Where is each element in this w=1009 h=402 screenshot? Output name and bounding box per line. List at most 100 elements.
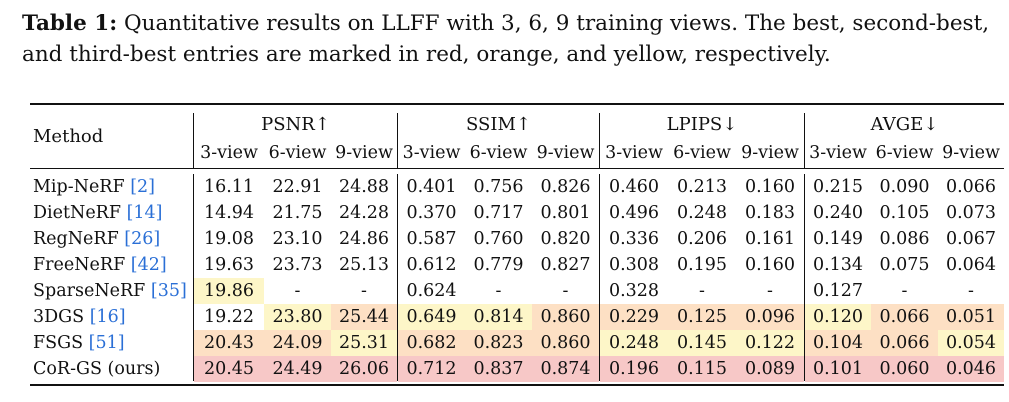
table-cell: 0.717 bbox=[473, 203, 524, 223]
top-rule bbox=[30, 103, 1004, 105]
table-cell: 19.22 bbox=[203, 307, 255, 327]
table-cell: 0.460 bbox=[608, 177, 660, 197]
table-cell: 0.215 bbox=[812, 177, 864, 197]
view-column-header: 6-view bbox=[673, 143, 731, 163]
table-cell: 22.91 bbox=[272, 177, 323, 197]
citation-link[interactable]: [35] bbox=[150, 281, 187, 301]
table-cell: 0.229 bbox=[600, 304, 668, 330]
table-cell: 0.089 bbox=[736, 356, 804, 382]
table-cell: 0.712 bbox=[398, 356, 465, 382]
table-cell: 0.649 bbox=[398, 304, 465, 330]
column-divider bbox=[804, 174, 805, 381]
table-cell: 0.066 bbox=[945, 177, 997, 197]
citation-link[interactable]: [26] bbox=[124, 229, 161, 249]
table-cell: 0.096 bbox=[736, 304, 804, 330]
table-cell: 0.756 bbox=[473, 177, 524, 197]
table-cell: 0.122 bbox=[736, 330, 804, 356]
method-name: RegNeRF [26] bbox=[33, 226, 160, 252]
method-label: FreeNeRF bbox=[33, 255, 131, 275]
table-cell: 23.73 bbox=[272, 255, 323, 275]
table-cell: 24.88 bbox=[338, 177, 390, 197]
table-cell: 0.624 bbox=[406, 281, 457, 301]
metric-group-header: PSNR↑ bbox=[261, 114, 330, 135]
view-column-header: 3-view bbox=[402, 143, 461, 163]
table-cell: 0.874 bbox=[532, 356, 599, 382]
table-cell: 0.051 bbox=[938, 304, 1004, 330]
table-cell: 16.11 bbox=[203, 177, 255, 197]
column-divider bbox=[193, 174, 194, 381]
table-cell: 0.860 bbox=[532, 330, 599, 356]
table-cell: 0.067 bbox=[945, 229, 997, 249]
metric-group-header: SSIM↑ bbox=[466, 114, 531, 135]
table-cell: 24.09 bbox=[264, 330, 331, 356]
citation-link[interactable]: [42] bbox=[130, 255, 167, 275]
table-cell: 0.125 bbox=[668, 304, 736, 330]
table-cell: 0.336 bbox=[608, 229, 660, 249]
table-cell: 0.160 bbox=[744, 255, 796, 275]
table-cell: 0.046 bbox=[938, 356, 1004, 382]
method-label: DietNeRF bbox=[33, 203, 127, 223]
table-cell: 0.837 bbox=[465, 356, 532, 382]
table-cell: 0.104 bbox=[805, 330, 871, 356]
citation-link[interactable]: [2] bbox=[130, 177, 155, 197]
table-cell: 0.779 bbox=[473, 255, 524, 275]
method-label: CoR-GS (ours) bbox=[33, 359, 161, 379]
method-name: Mip-NeRF [2] bbox=[33, 174, 155, 200]
citation-link[interactable]: [16] bbox=[89, 307, 126, 327]
table-cell: 0.064 bbox=[945, 255, 997, 275]
table-cell: 0.086 bbox=[879, 229, 930, 249]
citation-link[interactable]: [51] bbox=[88, 333, 125, 353]
view-column-header: 6-view bbox=[268, 143, 327, 163]
table-cell: 0.183 bbox=[744, 203, 796, 223]
view-column-header: 3-view bbox=[605, 143, 663, 163]
column-divider bbox=[599, 174, 600, 381]
table-cell: 0.149 bbox=[812, 229, 864, 249]
table-cell: 0.401 bbox=[406, 177, 457, 197]
method-name: SparseNeRF [35] bbox=[33, 278, 187, 304]
table-cell: 24.49 bbox=[264, 356, 331, 382]
table-cell: 25.13 bbox=[338, 255, 390, 275]
view-column-header: 6-view bbox=[469, 143, 528, 163]
method-name: CoR-GS (ours) bbox=[33, 356, 160, 382]
table-cell: 0.160 bbox=[744, 177, 796, 197]
table-cell: 0.115 bbox=[668, 356, 736, 382]
table-cell: 0.760 bbox=[473, 229, 524, 249]
table-cell: 0.801 bbox=[540, 203, 591, 223]
header-rule bbox=[30, 168, 1004, 169]
table-cell: 0.496 bbox=[608, 203, 660, 223]
method-name: FSGS [51] bbox=[33, 330, 125, 356]
table-cell: 0.308 bbox=[608, 255, 660, 275]
view-column-header: 9-view bbox=[335, 143, 393, 163]
table-cell: 0.101 bbox=[805, 356, 871, 382]
table-cell: 0.161 bbox=[744, 229, 796, 249]
table-cell: 0.820 bbox=[540, 229, 591, 249]
method-label: RegNeRF bbox=[33, 229, 125, 249]
method-name: 3DGS [16] bbox=[33, 304, 126, 330]
table-cell: 0.206 bbox=[676, 229, 728, 249]
table-cell: 0.090 bbox=[879, 177, 930, 197]
table-cell: 0.066 bbox=[871, 330, 938, 356]
table-cell: 0.075 bbox=[879, 255, 930, 275]
table-cell: 20.45 bbox=[194, 356, 264, 382]
table-cell: - bbox=[901, 281, 908, 301]
view-column-header: 3-view bbox=[809, 143, 867, 163]
column-divider bbox=[193, 113, 194, 168]
table-cell: 0.248 bbox=[600, 330, 668, 356]
table-caption: Table 1: Quantitative results on LLFF wi… bbox=[22, 8, 997, 70]
table-cell: 25.44 bbox=[331, 304, 397, 330]
column-divider bbox=[397, 174, 398, 381]
method-label: SparseNeRF bbox=[33, 281, 151, 301]
table-cell: 0.328 bbox=[608, 281, 660, 301]
table-cell: - bbox=[968, 281, 974, 301]
view-column-header: 3-view bbox=[200, 143, 258, 163]
method-label: FSGS bbox=[33, 333, 89, 353]
metric-group-header: AVGE↓ bbox=[870, 114, 939, 135]
table-cell: 0.370 bbox=[406, 203, 457, 223]
table-cell: 23.10 bbox=[272, 229, 323, 249]
view-column-header: 6-view bbox=[875, 143, 934, 163]
table-cell: 0.105 bbox=[879, 203, 930, 223]
table-cell: 0.196 bbox=[600, 356, 668, 382]
view-column-header: 9-view bbox=[942, 143, 1000, 163]
table-cell: 23.80 bbox=[264, 304, 331, 330]
citation-link[interactable]: [14] bbox=[126, 203, 163, 223]
